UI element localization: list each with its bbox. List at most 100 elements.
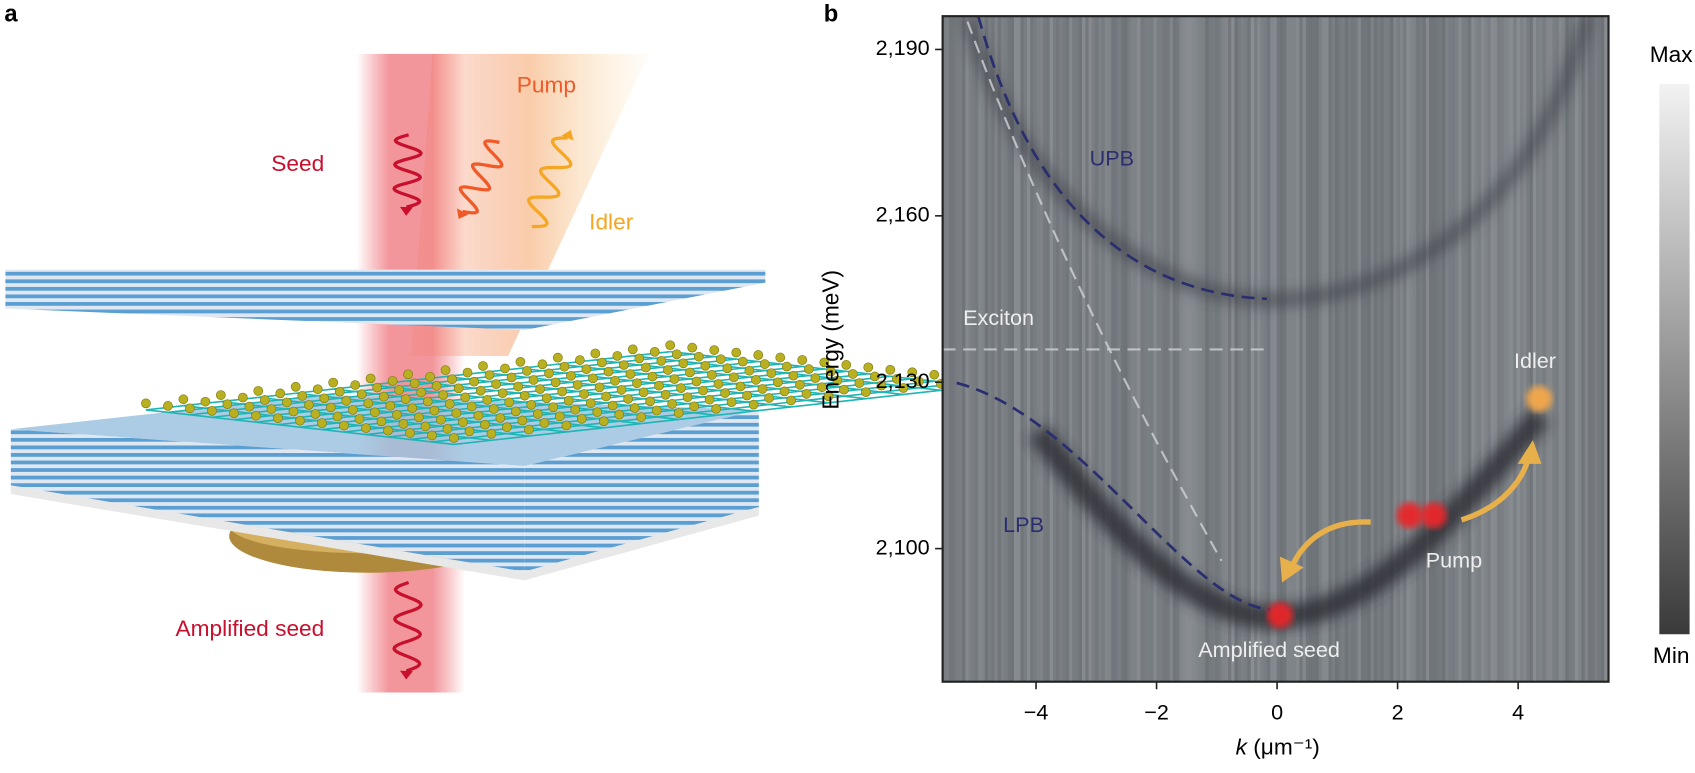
lpb-label: LPB	[1003, 512, 1044, 537]
atom	[773, 377, 783, 388]
stripe	[1474, 16, 1478, 682]
atom	[598, 416, 609, 427]
bond	[233, 418, 257, 424]
atom	[861, 387, 871, 398]
stripe	[1425, 16, 1430, 682]
atom	[449, 433, 459, 443]
stripe	[1594, 16, 1597, 682]
stripe	[1422, 16, 1426, 682]
stripe	[1432, 16, 1436, 682]
atom	[334, 386, 345, 397]
atom	[506, 372, 517, 383]
stripe	[1185, 16, 1190, 682]
stripe	[1435, 16, 1439, 682]
stripe	[1270, 16, 1274, 682]
atom	[361, 423, 371, 433]
atom	[863, 362, 874, 373]
atom	[832, 375, 843, 386]
atom	[898, 383, 909, 393]
stripe	[1266, 16, 1271, 682]
atom	[497, 388, 508, 399]
atom	[557, 386, 567, 397]
stripe	[1342, 16, 1345, 682]
atom	[482, 395, 493, 405]
stripe	[1364, 16, 1368, 682]
upb-curve	[976, 16, 1267, 301]
atom	[325, 402, 336, 413]
stripe	[1445, 16, 1449, 682]
atom	[654, 380, 664, 391]
stripe	[1584, 16, 1588, 682]
stripe	[1244, 16, 1247, 682]
atom	[141, 398, 151, 409]
stripe	[1043, 16, 1047, 682]
atom	[259, 395, 270, 405]
atom	[707, 370, 717, 380]
atom	[579, 389, 589, 399]
atom	[614, 409, 625, 420]
stripe	[1386, 16, 1391, 682]
atom	[163, 401, 173, 411]
atom	[431, 380, 442, 391]
atom	[414, 412, 424, 423]
atom	[376, 416, 387, 427]
y-tick-label: 2,130	[876, 368, 930, 393]
atom	[332, 411, 343, 422]
atom	[537, 359, 548, 370]
bond	[167, 411, 191, 416]
stripe	[1464, 16, 1468, 682]
idler-label: Idler	[589, 208, 634, 234]
atom	[409, 378, 420, 389]
atom	[317, 418, 327, 428]
marker	[1396, 502, 1423, 529]
atom	[627, 344, 638, 355]
atom	[442, 423, 453, 434]
atom	[378, 391, 389, 402]
bond	[619, 420, 642, 425]
wave	[458, 139, 504, 215]
schematic: a Seed Pump Idler Amplified seed	[4, 0, 984, 693]
atom	[669, 374, 680, 384]
atom	[488, 404, 499, 414]
atom	[253, 386, 264, 396]
atom	[585, 398, 596, 408]
atom	[237, 392, 248, 403]
stripe	[1403, 16, 1407, 682]
wave	[527, 136, 573, 229]
x-axis-unit: (μm⁻¹)	[1247, 734, 1320, 760]
atom	[544, 368, 554, 379]
x-axis-label: k (μm⁻¹)	[1236, 734, 1320, 760]
stripe	[1562, 16, 1566, 682]
atom	[303, 400, 314, 410]
atom	[532, 409, 543, 419]
stripe	[975, 16, 979, 682]
stripe	[1283, 16, 1287, 682]
y-tick-label: 2,190	[876, 35, 930, 60]
atom	[444, 399, 455, 409]
atom	[663, 365, 673, 375]
bond	[544, 428, 567, 433]
atom	[731, 347, 742, 358]
stripe	[1276, 16, 1280, 682]
stripe	[1140, 16, 1144, 682]
bond	[865, 393, 904, 400]
atom	[502, 422, 512, 432]
stripe	[1597, 16, 1601, 682]
stripe	[1325, 16, 1329, 682]
atom	[751, 374, 761, 385]
atom	[636, 412, 647, 422]
atom	[678, 358, 689, 369]
atom	[891, 374, 902, 384]
atom	[207, 405, 217, 416]
atom	[823, 391, 834, 402]
atom	[495, 413, 506, 423]
atom	[603, 366, 614, 377]
atom	[576, 413, 587, 424]
atom	[869, 371, 880, 382]
atom	[491, 379, 501, 390]
atom	[469, 376, 479, 387]
atom	[649, 346, 660, 357]
arrowhead	[561, 130, 574, 141]
atom	[178, 394, 189, 405]
stripe	[1455, 16, 1458, 682]
